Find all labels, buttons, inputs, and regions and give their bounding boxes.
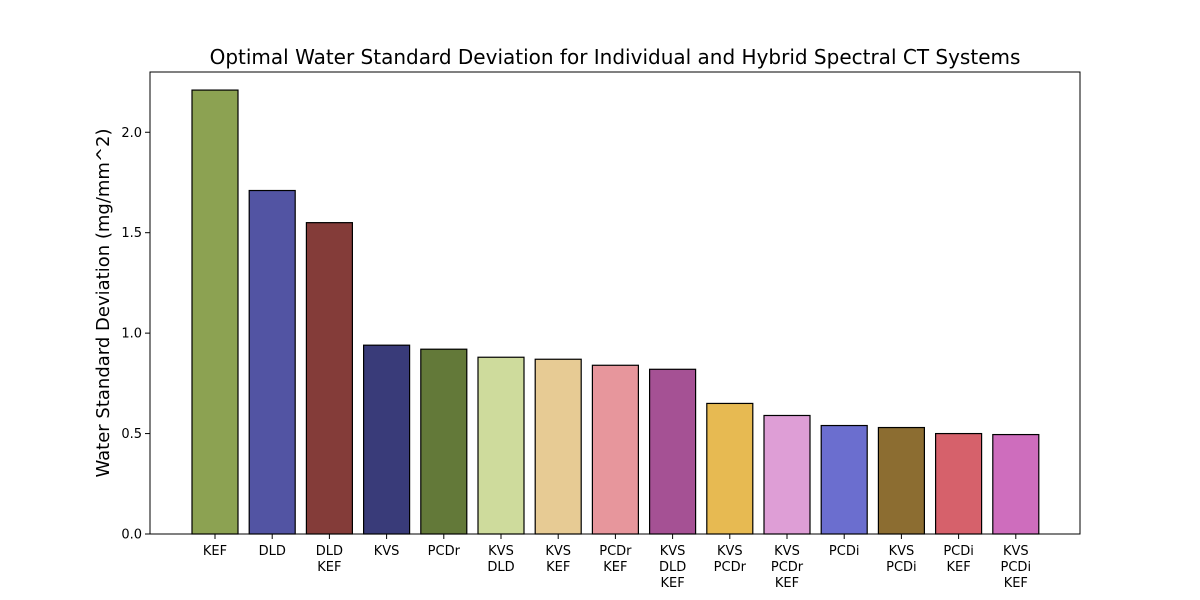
x-tick-label: PCDr	[428, 544, 461, 559]
y-tick-label: 2.0	[121, 126, 142, 141]
x-tick-label: KVS PCDi	[886, 544, 917, 575]
y-tick-label: 0.5	[121, 427, 142, 442]
x-tick-label: KVS KEF	[545, 544, 571, 575]
chart-title: Optimal Water Standard Deviation for Ind…	[210, 45, 1021, 69]
bar	[248, 189, 296, 535]
bar	[534, 358, 582, 535]
bar	[648, 368, 697, 535]
x-tick-label: PCDi KEF	[943, 544, 974, 575]
x-tick-label: KVS PCDr KEF	[771, 544, 804, 591]
x-tick-label: KVS DLD	[487, 544, 514, 575]
x-tick-label: DLD KEF	[316, 544, 343, 575]
x-tick-label: PCDi	[829, 544, 860, 559]
bar	[763, 414, 811, 535]
bar	[934, 432, 983, 535]
bar	[477, 356, 525, 535]
y-tick-label: 1.5	[121, 226, 142, 241]
bar	[992, 433, 1040, 535]
x-tick-label: KVS	[374, 544, 400, 559]
x-tick-label: DLD	[259, 544, 286, 559]
x-tick-label: KEF	[203, 544, 227, 559]
bar	[363, 344, 411, 535]
bar	[877, 426, 926, 535]
y-tick-label: 1.0	[121, 327, 142, 342]
x-tick-label: KVS PCDr	[714, 544, 747, 575]
bar	[706, 402, 754, 535]
bar	[420, 348, 468, 535]
bar	[305, 222, 353, 535]
bar	[820, 424, 868, 535]
x-tick-label: KVS DLD KEF	[659, 544, 686, 591]
x-tick-label: KVS PCDi KEF	[1001, 544, 1032, 591]
x-tick-label: PCDr KEF	[599, 544, 632, 575]
bar	[191, 89, 239, 535]
plot-area	[191, 89, 1040, 535]
y-tick-label: 0.0	[121, 528, 142, 543]
y-axis-label: Water Standard Deviation (mg/mm^2)	[93, 128, 114, 477]
bar	[591, 364, 640, 535]
